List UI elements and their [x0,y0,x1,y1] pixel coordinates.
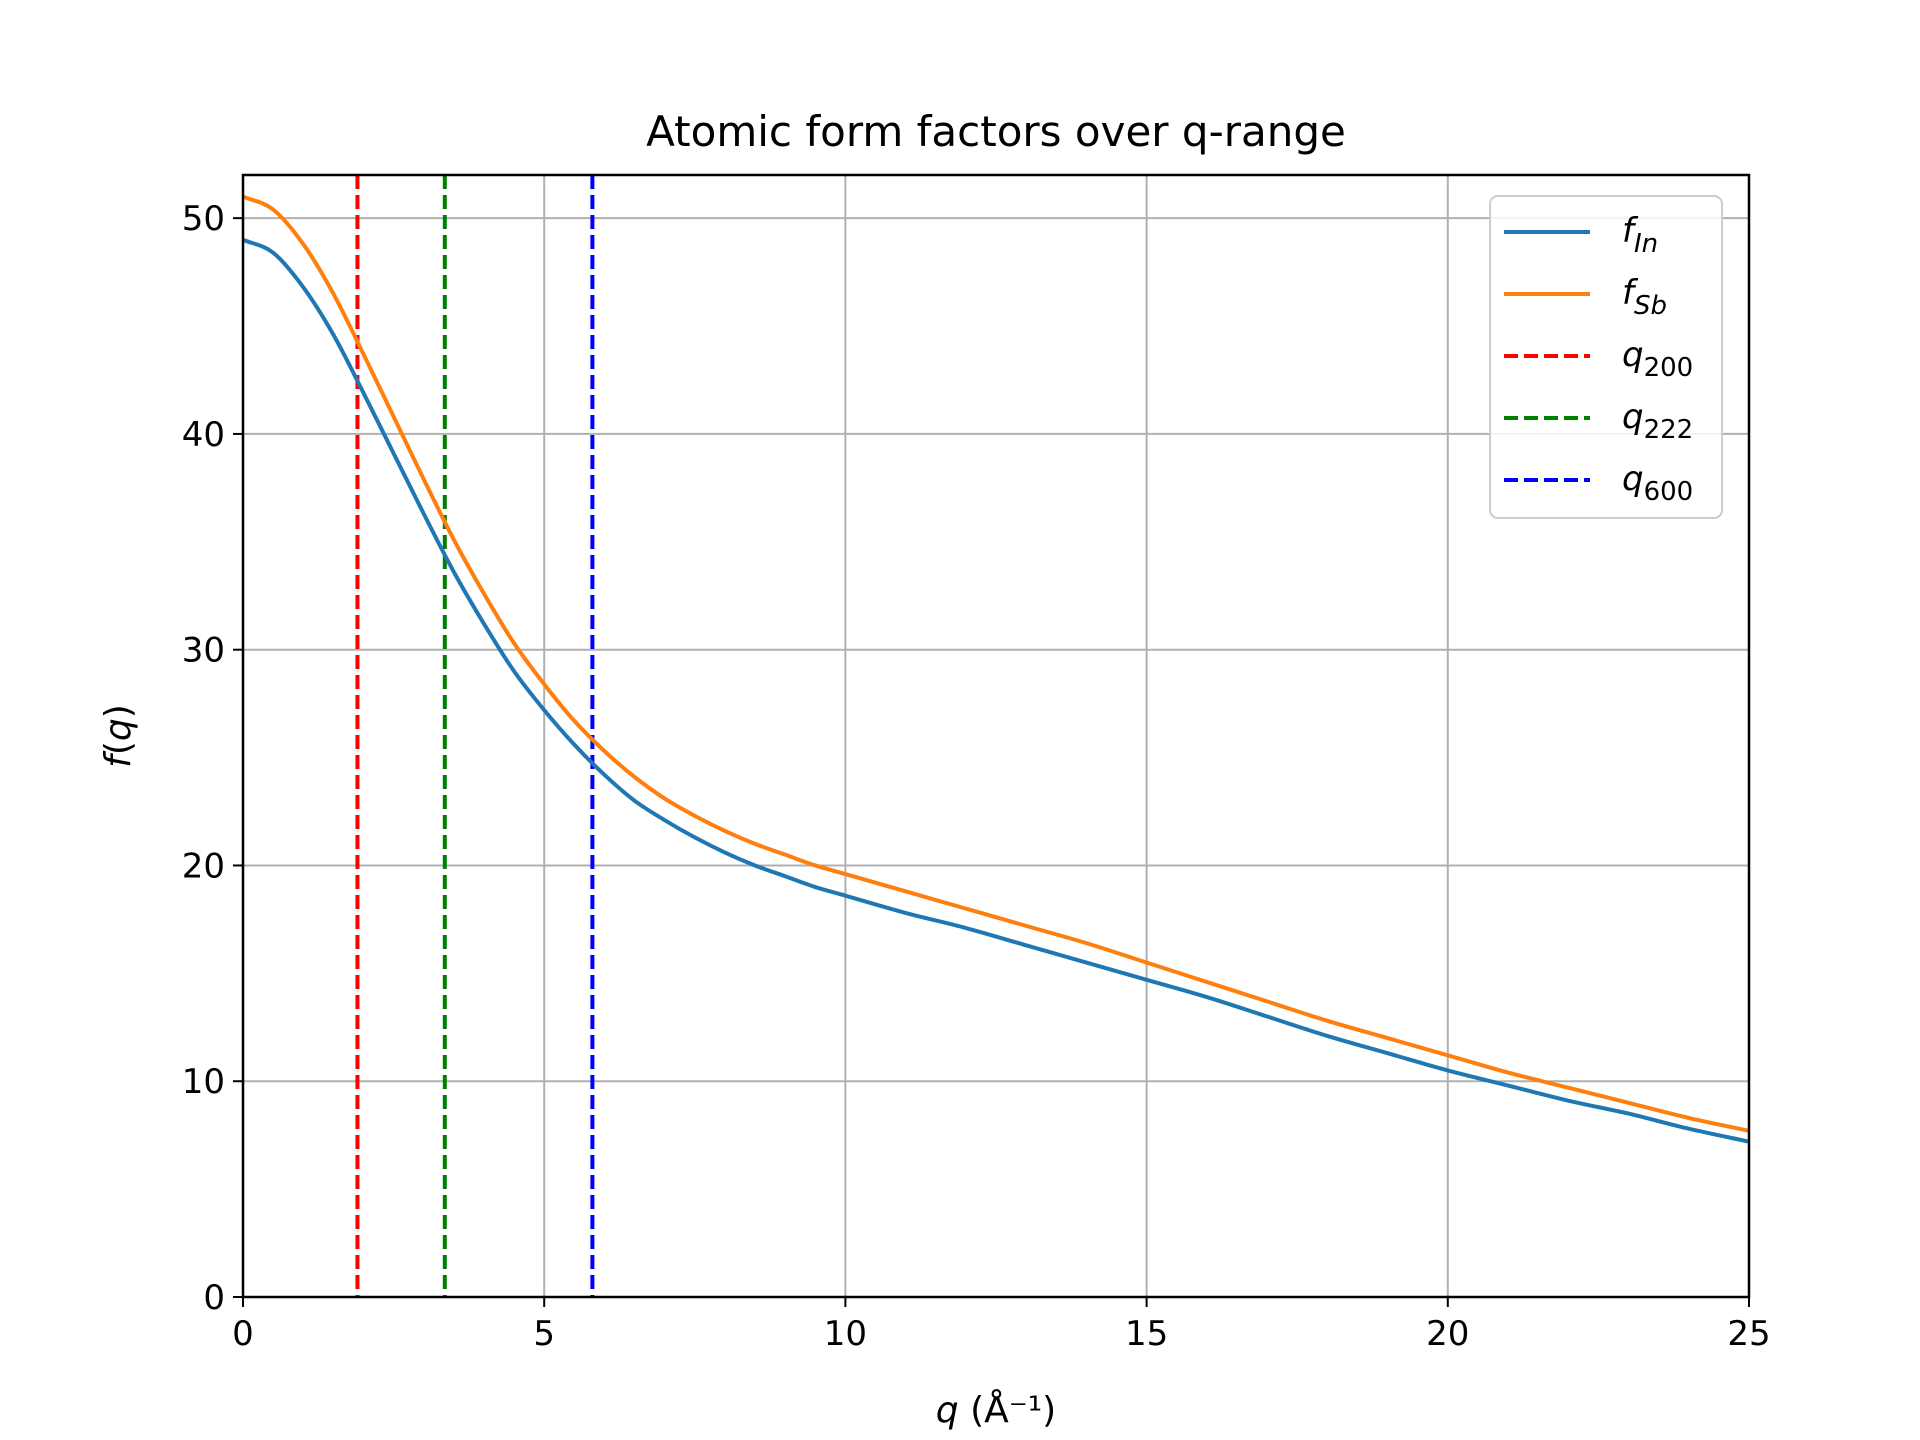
y-tick-label: 40 [182,415,225,455]
x-tick-label: 25 [1727,1314,1770,1354]
x-tick-label: 5 [533,1314,555,1354]
y-tick-label: 50 [182,199,225,239]
axes [241,173,1751,1299]
y-tick-label: 0 [203,1278,225,1318]
y-tick-label: 10 [182,1062,225,1102]
plot-frame [241,173,1751,1299]
series-line-Sb [242,194,1750,1133]
legend-label-200: q200 [1622,335,1693,383]
y-tick-label: 20 [182,846,225,886]
chart-title: Atomic form factors over q-range [646,107,1346,156]
y-axis-label: f(q) [98,704,139,768]
x-axis-label-text: q (Å⁻¹) [936,1388,1056,1431]
x-axis-label: q (Å⁻¹) [936,1388,1056,1431]
legend-box [1489,195,1723,519]
x-tick-label: 10 [824,1314,867,1354]
legend-label-600: q600 [1622,459,1693,507]
y-axis-label-text: f(q) [98,704,139,768]
legend-label-222: q222 [1622,397,1693,445]
x-tick-label: 15 [1125,1314,1168,1354]
x-tick-label: 20 [1426,1314,1469,1354]
series-line-In [242,237,1750,1144]
data-layer [242,175,1750,1297]
y-tick-label: 30 [182,631,225,671]
x-tick-label: 0 [232,1314,254,1354]
ticks: 0 5 10 15 20 25 0 10 20 30 40 50 [182,199,1771,1354]
